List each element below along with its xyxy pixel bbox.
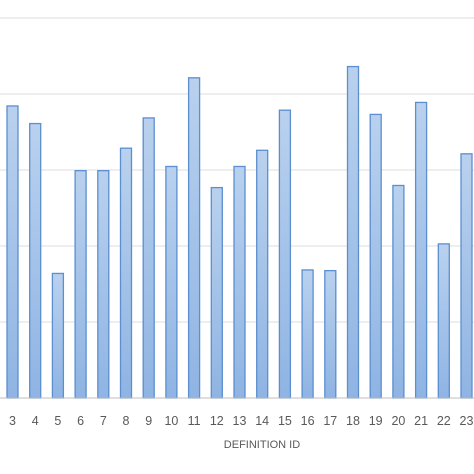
x-tick-label-13: 13 [233,414,247,428]
x-tick-label-16: 16 [301,414,315,428]
bar-12 [210,186,223,399]
bars [6,65,473,399]
bar-17 [324,269,337,399]
x-tick-labels: 3 4 5 6 7 8 9 10 11 12 13 14 15 16 17 18 19 20 21 22 23 [9,414,473,428]
x-tick-label-10: 10 [164,414,178,428]
bar-19 [369,113,382,399]
bar-18 [346,65,360,399]
x-axis-title: DEFINITION ID [224,439,300,451]
bar-23 [460,153,473,399]
x-tick-label-3: 3 [9,414,16,428]
x-tick-label-6: 6 [77,414,84,428]
bar-14 [256,149,269,399]
bar-6 [74,170,87,399]
x-tick-label-5: 5 [54,414,61,428]
x-tick-label-22: 22 [437,414,451,428]
bar-4 [29,122,42,399]
bar-11 [187,77,201,399]
x-tick-label-21: 21 [414,414,428,428]
x-tick-label-4: 4 [32,414,39,428]
x-tick-label-11: 11 [188,414,201,428]
bar-16 [301,269,314,399]
bar-21 [414,101,428,399]
bar-20 [392,184,405,399]
bar-9 [142,117,155,399]
x-tick-label-19: 19 [369,414,383,428]
bar-8 [119,147,133,399]
bar-3 [6,105,19,399]
x-tick-label-14: 14 [255,414,269,428]
x-tick-label-18: 18 [346,414,360,428]
bar-10 [165,165,178,399]
x-tick-label-23: 23 [460,414,474,428]
bar-13 [233,165,246,399]
x-tick-label-12: 12 [210,414,224,428]
bar-22 [437,243,450,399]
bar-5 [51,272,65,399]
x-tick-label-20: 20 [391,414,405,428]
x-tick-label-7: 7 [100,414,107,428]
x-tick-label-9: 9 [145,414,152,428]
x-tick-label-17: 17 [323,414,337,428]
bar-15 [278,109,292,399]
x-tick-label-8: 8 [123,414,130,428]
bar-7 [97,170,110,399]
x-tick-label-15: 15 [278,414,292,428]
